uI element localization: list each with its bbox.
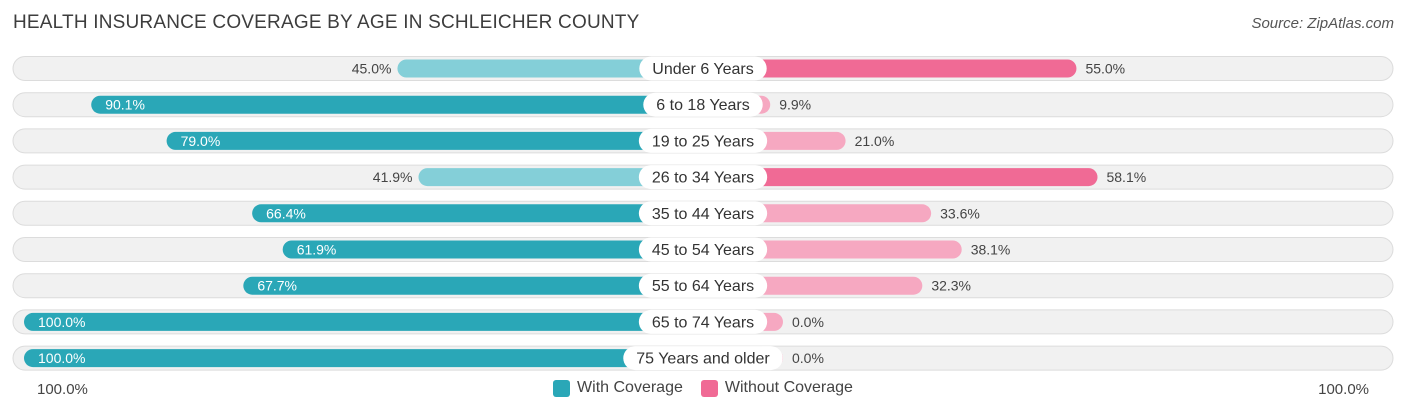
without-value-label: 0.0% [792, 314, 824, 330]
category-pill [623, 346, 783, 371]
bar-without-coverage [703, 240, 962, 259]
legend-with-coverage: With Coverage [553, 379, 683, 397]
legend: With Coverage Without Coverage [0, 379, 1406, 397]
bar-without-coverage [703, 59, 1077, 78]
category-label: 19 to 25 Years [652, 133, 754, 150]
with-value-label: 41.9% [373, 169, 413, 185]
bar-with-coverage [252, 204, 704, 223]
without-value-label: 58.1% [1106, 169, 1146, 185]
category-pill [639, 56, 767, 81]
without-value-label: 0.0% [792, 350, 824, 366]
with-value-label: 100.0% [38, 350, 85, 366]
bar-with-coverage [418, 168, 703, 187]
bar-with-coverage [243, 276, 703, 295]
category-label: 35 to 44 Years [652, 206, 754, 223]
bar-with-coverage [24, 312, 703, 331]
category-pill [643, 92, 763, 117]
category-label: Under 6 Years [652, 61, 753, 78]
with-value-label: 67.7% [257, 278, 297, 294]
without-value-label: 38.1% [971, 242, 1011, 258]
with-value-label: 61.9% [297, 242, 337, 258]
category-pill [638, 128, 768, 153]
chart-title: HEALTH INSURANCE COVERAGE BY AGE IN SCHL… [13, 12, 640, 33]
category-label: 75 Years and older [636, 351, 770, 368]
category-label: 55 to 64 Years [652, 278, 754, 295]
without-value-label: 32.3% [931, 278, 971, 294]
bar-without-coverage [703, 168, 1098, 187]
with-value-label: 100.0% [38, 314, 85, 330]
with-coverage-swatch [553, 379, 571, 397]
category-pill [638, 273, 768, 298]
with-value-label: 66.4% [266, 205, 306, 221]
bar-with-coverage [166, 131, 704, 150]
category-pill [638, 201, 768, 226]
category-pill [638, 165, 768, 190]
legend-without-coverage: Without Coverage [700, 379, 853, 397]
legend-with-label: With Coverage [577, 379, 683, 396]
source-label: Source: ZipAtlas.com [1251, 15, 1394, 32]
category-label: 26 to 34 Years [652, 170, 754, 187]
bar-with-coverage [91, 95, 703, 114]
category-label: 45 to 54 Years [652, 242, 754, 259]
without-coverage-swatch [700, 379, 718, 397]
without-value-label: 55.0% [1085, 61, 1125, 77]
with-value-label: 79.0% [181, 133, 221, 149]
category-pill [638, 309, 768, 334]
bar-with-coverage [397, 59, 703, 78]
with-value-label: 45.0% [352, 61, 392, 77]
without-value-label: 33.6% [940, 205, 980, 221]
category-pill [638, 237, 768, 262]
category-label: 6 to 18 Years [656, 97, 749, 114]
coverage-chart: 45.0% 55.0% Under 6 Years 90.1% 9.9% 6 to 18 … [12, 56, 1394, 371]
bar-with-coverage [24, 349, 703, 368]
axis-left-label: 100.0% [37, 381, 88, 398]
category-label: 65 to 74 Years [652, 314, 754, 331]
with-value-label: 90.1% [105, 97, 145, 113]
without-value-label: 21.0% [855, 133, 895, 149]
axis-right-label: 100.0% [1318, 381, 1369, 398]
without-value-label: 9.9% [779, 97, 811, 113]
legend-without-label: Without Coverage [724, 379, 853, 396]
bar-with-coverage [282, 240, 703, 259]
